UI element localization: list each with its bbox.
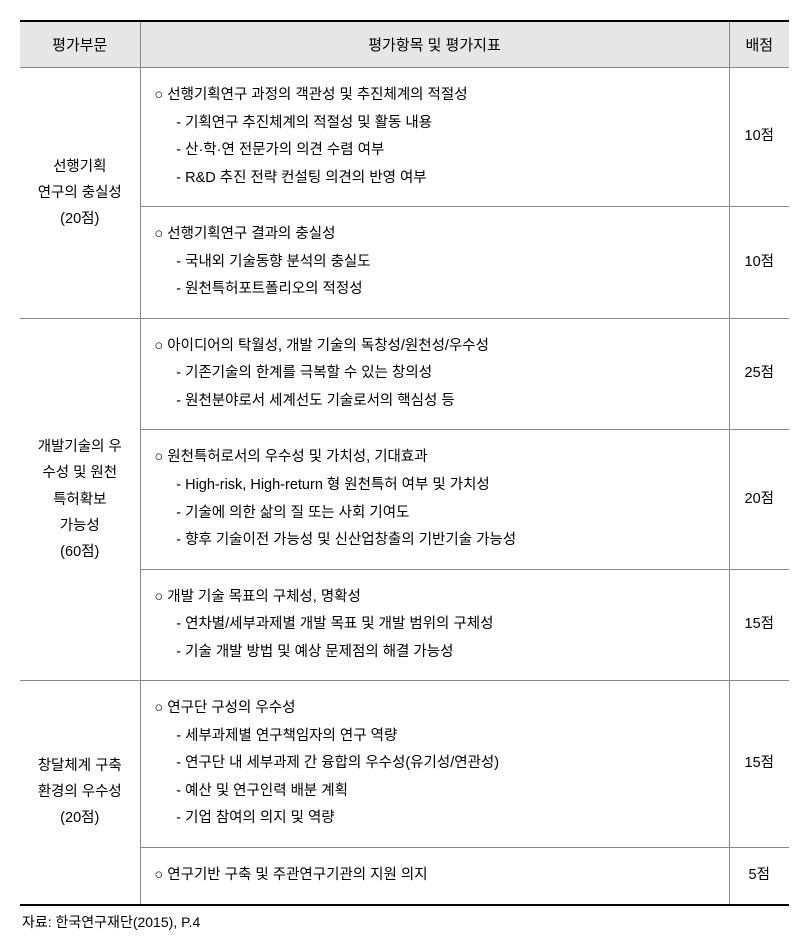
criteria-sub: - 원천특허포트폴리오의 적정성: [155, 276, 719, 304]
criteria-sub: - 원천분야로서 세계선도 기술로서의 핵심성 등: [155, 388, 719, 416]
category-cell: 창달체계 구축환경의 우수성(20점): [20, 681, 140, 905]
header-category: 평가부문: [20, 21, 140, 68]
criteria-sub: - 기존기술의 한계를 극복할 수 있는 창의성: [155, 360, 719, 388]
criteria-sub: - 산·학·연 전문가의 의견 수렴 여부: [155, 137, 719, 165]
criteria-cell: ○ 아이디어의 탁월성, 개발 기술의 독창성/원천성/우수성- 기존기술의 한…: [140, 318, 729, 430]
criteria-title: ○ 개발 기술 목표의 구체성, 명확성: [155, 584, 719, 612]
header-score: 배점: [729, 21, 789, 68]
category-line: (20점): [30, 805, 130, 831]
criteria-title: ○ 연구기반 구축 및 주관연구기관의 지원 의지: [155, 862, 719, 890]
category-line: 연구의 충실성: [30, 180, 130, 206]
header-row: 평가부문 평가항목 및 평가지표 배점: [20, 21, 789, 68]
criteria-sub: - 예산 및 연구인력 배분 계획: [155, 778, 719, 806]
category-line: 환경의 우수성: [30, 779, 130, 805]
category-line: (60점): [30, 539, 130, 565]
criteria-title: ○ 원천특허로서의 우수성 및 가치성, 기대효과: [155, 444, 719, 472]
table-body: 선행기획연구의 충실성(20점)○ 선행기획연구 과정의 객관성 및 추진체계의…: [20, 68, 789, 905]
criteria-cell: ○ 선행기획연구 결과의 충실성- 국내외 기술동향 분석의 충실도- 원천특허…: [140, 207, 729, 319]
category-line: (20점): [30, 206, 130, 232]
criteria-sub: - R&D 추진 전략 컨설팅 의견의 반영 여부: [155, 165, 719, 193]
score-cell: 10점: [729, 68, 789, 207]
criteria-cell: ○ 연구기반 구축 및 주관연구기관의 지원 의지: [140, 848, 729, 905]
criteria-sub: - 기업 참여의 의지 및 역량: [155, 805, 719, 833]
criteria-cell: ○ 개발 기술 목표의 구체성, 명확성- 연차별/세부과제별 개발 목표 및 …: [140, 569, 729, 681]
criteria-sub: - 세부과제별 연구책임자의 연구 역량: [155, 723, 719, 751]
criteria-title: ○ 연구단 구성의 우수성: [155, 695, 719, 723]
score-cell: 15점: [729, 569, 789, 681]
criteria-cell: ○ 선행기획연구 과정의 객관성 및 추진체계의 적절성- 기획연구 추진체계의…: [140, 68, 729, 207]
table-row: 선행기획연구의 충실성(20점)○ 선행기획연구 과정의 객관성 및 추진체계의…: [20, 68, 789, 207]
table-row: 개발기술의 우수성 및 원천특허확보가능성(60점)○ 아이디어의 탁월성, 개…: [20, 318, 789, 430]
criteria-title: ○ 선행기획연구 과정의 객관성 및 추진체계의 적절성: [155, 82, 719, 110]
criteria-title: ○ 아이디어의 탁월성, 개발 기술의 독창성/원천성/우수성: [155, 333, 719, 361]
source-note: 자료: 한국연구재단(2015), P.4: [20, 912, 789, 932]
table-row: 창달체계 구축환경의 우수성(20점) ○ 연구단 구성의 우수성- 세부과제별 …: [20, 681, 789, 848]
score-cell: 15점: [729, 681, 789, 848]
category-line: 가능성: [30, 513, 130, 539]
category-line: 창달체계 구축: [30, 753, 130, 779]
criteria-sub: - High-risk, High-return 형 원천특허 여부 및 가치성: [155, 472, 719, 500]
criteria-sub: - 기술에 의한 삶의 질 또는 사회 기여도: [155, 500, 719, 528]
criteria-title: ○ 선행기획연구 결과의 충실성: [155, 221, 719, 249]
criteria-cell: ○ 원천특허로서의 우수성 및 가치성, 기대효과- High-risk, Hi…: [140, 430, 729, 569]
category-cell: 선행기획연구의 충실성(20점): [20, 68, 140, 319]
score-cell: 10점: [729, 207, 789, 319]
criteria-cell: ○ 연구단 구성의 우수성- 세부과제별 연구책임자의 연구 역량- 연구단 내…: [140, 681, 729, 848]
score-cell: 5점: [729, 848, 789, 905]
criteria-sub: - 연차별/세부과제별 개발 목표 및 개발 범위의 구체성: [155, 611, 719, 639]
category-line: 특허확보: [30, 487, 130, 513]
criteria-sub: - 기술 개발 방법 및 예상 문제점의 해결 가능성: [155, 639, 719, 667]
score-cell: 20점: [729, 430, 789, 569]
evaluation-table: 평가부문 평가항목 및 평가지표 배점 선행기획연구의 충실성(20점)○ 선행…: [20, 20, 789, 906]
category-cell: 개발기술의 우수성 및 원천특허확보가능성(60점): [20, 318, 140, 680]
criteria-sub: - 국내외 기술동향 분석의 충실도: [155, 249, 719, 277]
criteria-sub: - 향후 기술이전 가능성 및 신산업창출의 기반기술 가능성: [155, 527, 719, 555]
criteria-sub: - 연구단 내 세부과제 간 융합의 우수성(유기성/연관성): [155, 750, 719, 778]
category-line: 선행기획: [30, 154, 130, 180]
score-cell: 25점: [729, 318, 789, 430]
header-criteria: 평가항목 및 평가지표: [140, 21, 729, 68]
category-line: 개발기술의 우: [30, 434, 130, 460]
criteria-sub: - 기획연구 추진체계의 적절성 및 활동 내용: [155, 110, 719, 138]
category-line: 수성 및 원천: [30, 460, 130, 486]
